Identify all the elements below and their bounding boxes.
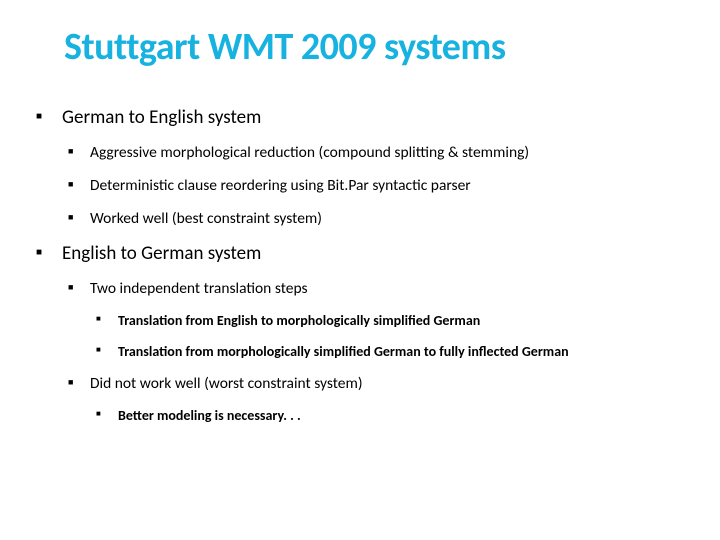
bullet-list-level3: Translation from English to morphologica… [90, 312, 686, 360]
list-item-label: Did not work well (worst constraint syst… [90, 374, 363, 393]
bullet-list-level3: Better modeling is necessary. . . [90, 407, 686, 424]
list-item-label: Aggressive morphological reduction (comp… [90, 143, 529, 162]
list-item-label: English to German system [62, 242, 261, 265]
list-item-label: Worked well (best constraint system) [90, 209, 322, 228]
list-item: Translation from morphologically simplif… [90, 343, 686, 360]
list-item: Deterministic clause reordering using Bi… [62, 176, 686, 195]
list-item: Aggressive morphological reduction (comp… [62, 143, 686, 162]
list-item-label: Deterministic clause reordering using Bi… [90, 176, 471, 195]
slide-container: Stuttgart WMT 2009 systems German to Eng… [0, 0, 720, 540]
list-item-label: Translation from morphologically simplif… [118, 343, 569, 360]
bullet-list-level2: Aggressive morphological reduction (comp… [62, 143, 686, 228]
list-item-label: German to English system [62, 106, 261, 129]
list-item: Did not work well (worst constraint syst… [62, 374, 686, 424]
list-item: German to English system Aggressive morp… [34, 106, 686, 228]
list-item: Worked well (best constraint system) [62, 209, 686, 228]
list-item: Translation from English to morphologica… [90, 312, 686, 329]
list-item-label: Translation from English to morphologica… [118, 312, 480, 329]
bullet-list-level2: Two independent translation steps Transl… [62, 279, 686, 424]
list-item: Two independent translation steps Transl… [62, 279, 686, 360]
list-item: English to German system Two independent… [34, 242, 686, 424]
slide-title: Stuttgart WMT 2009 systems [64, 24, 686, 70]
bullet-list-level1: German to English system Aggressive morp… [34, 106, 686, 424]
list-item: Better modeling is necessary. . . [90, 407, 686, 424]
list-item-label: Two independent translation steps [90, 279, 308, 298]
list-item-label: Better modeling is necessary. . . [118, 407, 301, 424]
